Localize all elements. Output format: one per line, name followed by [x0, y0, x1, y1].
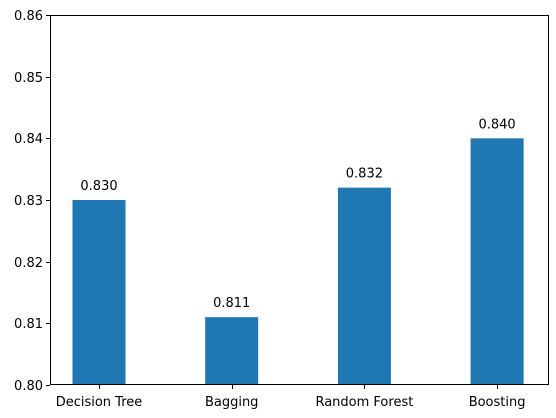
y-tick-label: 0.83 [14, 194, 43, 209]
bar-value-labels: 0.830 0.811 0.832 0.840 [80, 117, 515, 311]
x-tick-label: Bagging [205, 395, 259, 410]
bar-decision-tree [72, 200, 126, 385]
plot-frame [50, 15, 549, 385]
x-tick-label: Random Forest [315, 395, 413, 410]
y-tick-label: 0.86 [14, 9, 43, 24]
bar-random-forest [337, 187, 391, 385]
y-tick-label: 0.81 [14, 317, 43, 332]
bar-bagging [205, 317, 259, 385]
y-tick-label: 0.82 [14, 256, 43, 271]
x-tick-label: Boosting [469, 395, 526, 410]
x-tick-label: Decision Tree [56, 395, 143, 410]
y-tick-label: 0.85 [14, 71, 43, 86]
y-axis: 0.80 0.81 0.82 0.83 0.84 0.85 0.86 [14, 9, 50, 394]
bars [72, 138, 524, 385]
bar-value-label: 0.840 [478, 117, 515, 132]
bar-value-label: 0.830 [80, 179, 117, 194]
y-tick-label: 0.84 [14, 132, 43, 147]
y-tick-label: 0.80 [14, 379, 43, 394]
x-axis: Decision Tree Bagging Random Forest Boostin… [56, 385, 526, 410]
bar-value-label: 0.811 [213, 296, 250, 311]
bar-value-label: 0.832 [346, 167, 383, 182]
bar-boosting [470, 138, 524, 385]
